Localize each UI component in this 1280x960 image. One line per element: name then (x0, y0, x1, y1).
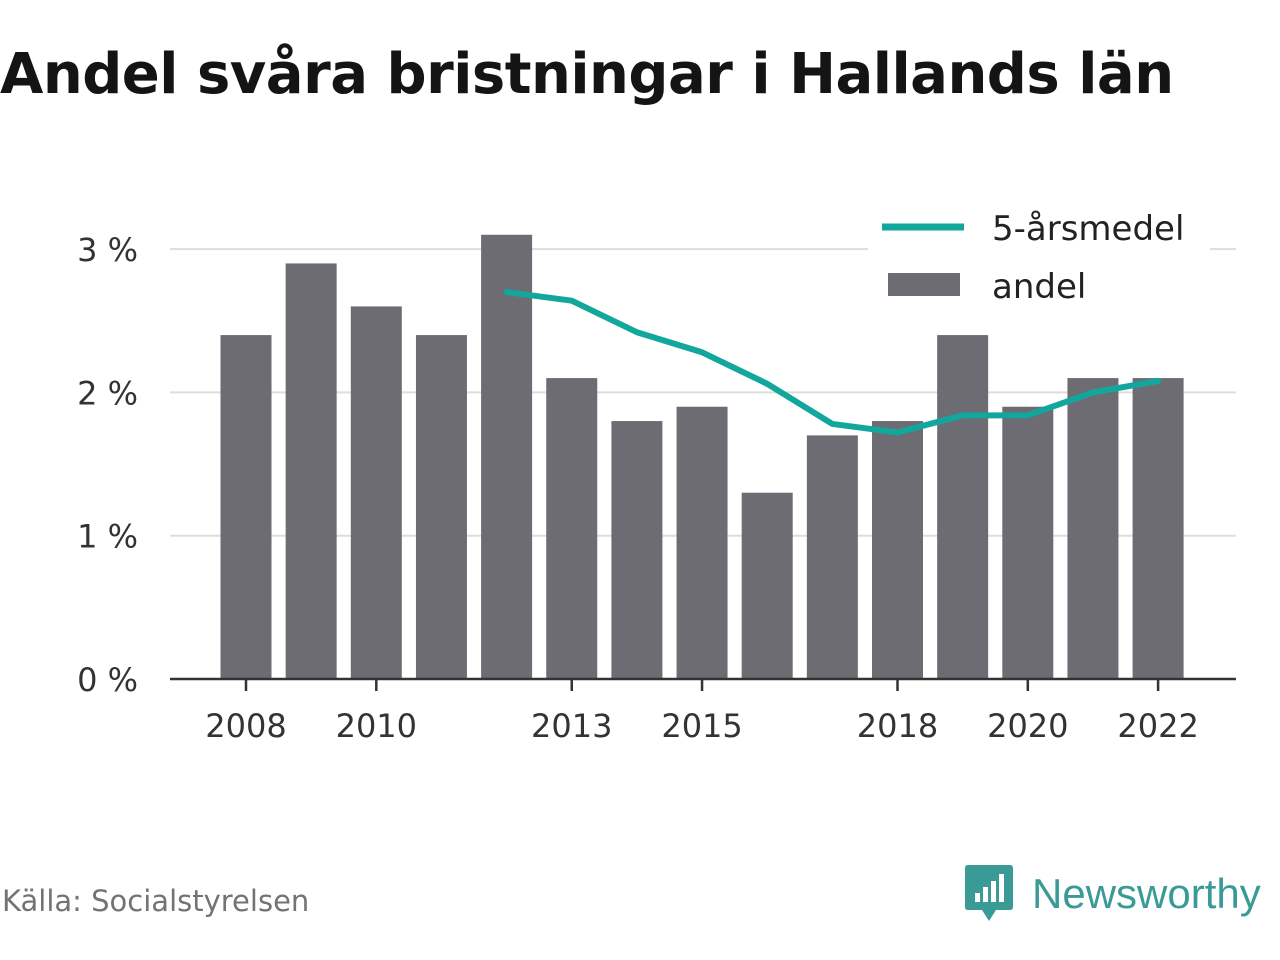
legend: 5-årsmedel andel (868, 200, 1210, 312)
line-series (503, 289, 1162, 436)
x-tick-label: 2018 (857, 707, 938, 745)
bar (1067, 378, 1119, 679)
y-tick-label: 3 % (77, 231, 138, 269)
x-axis (170, 677, 1236, 691)
x-tick-label: 2022 (1117, 707, 1198, 745)
legend-label-bar: andel (992, 267, 1086, 307)
bar (1132, 378, 1184, 679)
bar (872, 421, 923, 679)
brand-name: Newsworthy (1032, 870, 1261, 917)
bar-series (220, 234, 1184, 679)
bar (611, 421, 663, 679)
bar (415, 335, 467, 679)
chart-title: Andel svåra bristningar i Hallands län (0, 42, 1174, 107)
bar (350, 306, 402, 679)
bar (676, 406, 728, 679)
bar (806, 435, 858, 679)
bar (741, 492, 793, 679)
x-axis-labels: 2008 2010 2013 2015 2018 2020 2022 (205, 707, 1199, 745)
y-tick-label: 0 % (77, 661, 138, 699)
x-tick-label: 2010 (336, 707, 417, 745)
bar (481, 234, 533, 679)
bar (546, 378, 598, 679)
x-tick-label: 2013 (531, 707, 612, 745)
x-tick-label: 2008 (205, 707, 286, 745)
line-5-arsmedel (503, 289, 1162, 436)
bar (937, 335, 989, 679)
x-tick-label: 2015 (661, 707, 742, 745)
bar (285, 263, 337, 679)
brand-logo: Newsworthy (964, 862, 1261, 926)
y-tick-label: 1 % (77, 518, 138, 556)
source-note: Källa: Socialstyrelsen (2, 884, 310, 918)
legend-label-line: 5-årsmedel (992, 209, 1184, 249)
y-axis-labels: 0 % 1 % 2 % 3 % (77, 231, 138, 699)
bar (220, 335, 272, 679)
bar (1002, 406, 1054, 679)
x-tick-label: 2020 (987, 707, 1068, 745)
newsworthy-logo-icon (965, 865, 1013, 921)
y-tick-label: 2 % (77, 374, 138, 412)
legend-bar-swatch (888, 273, 960, 296)
